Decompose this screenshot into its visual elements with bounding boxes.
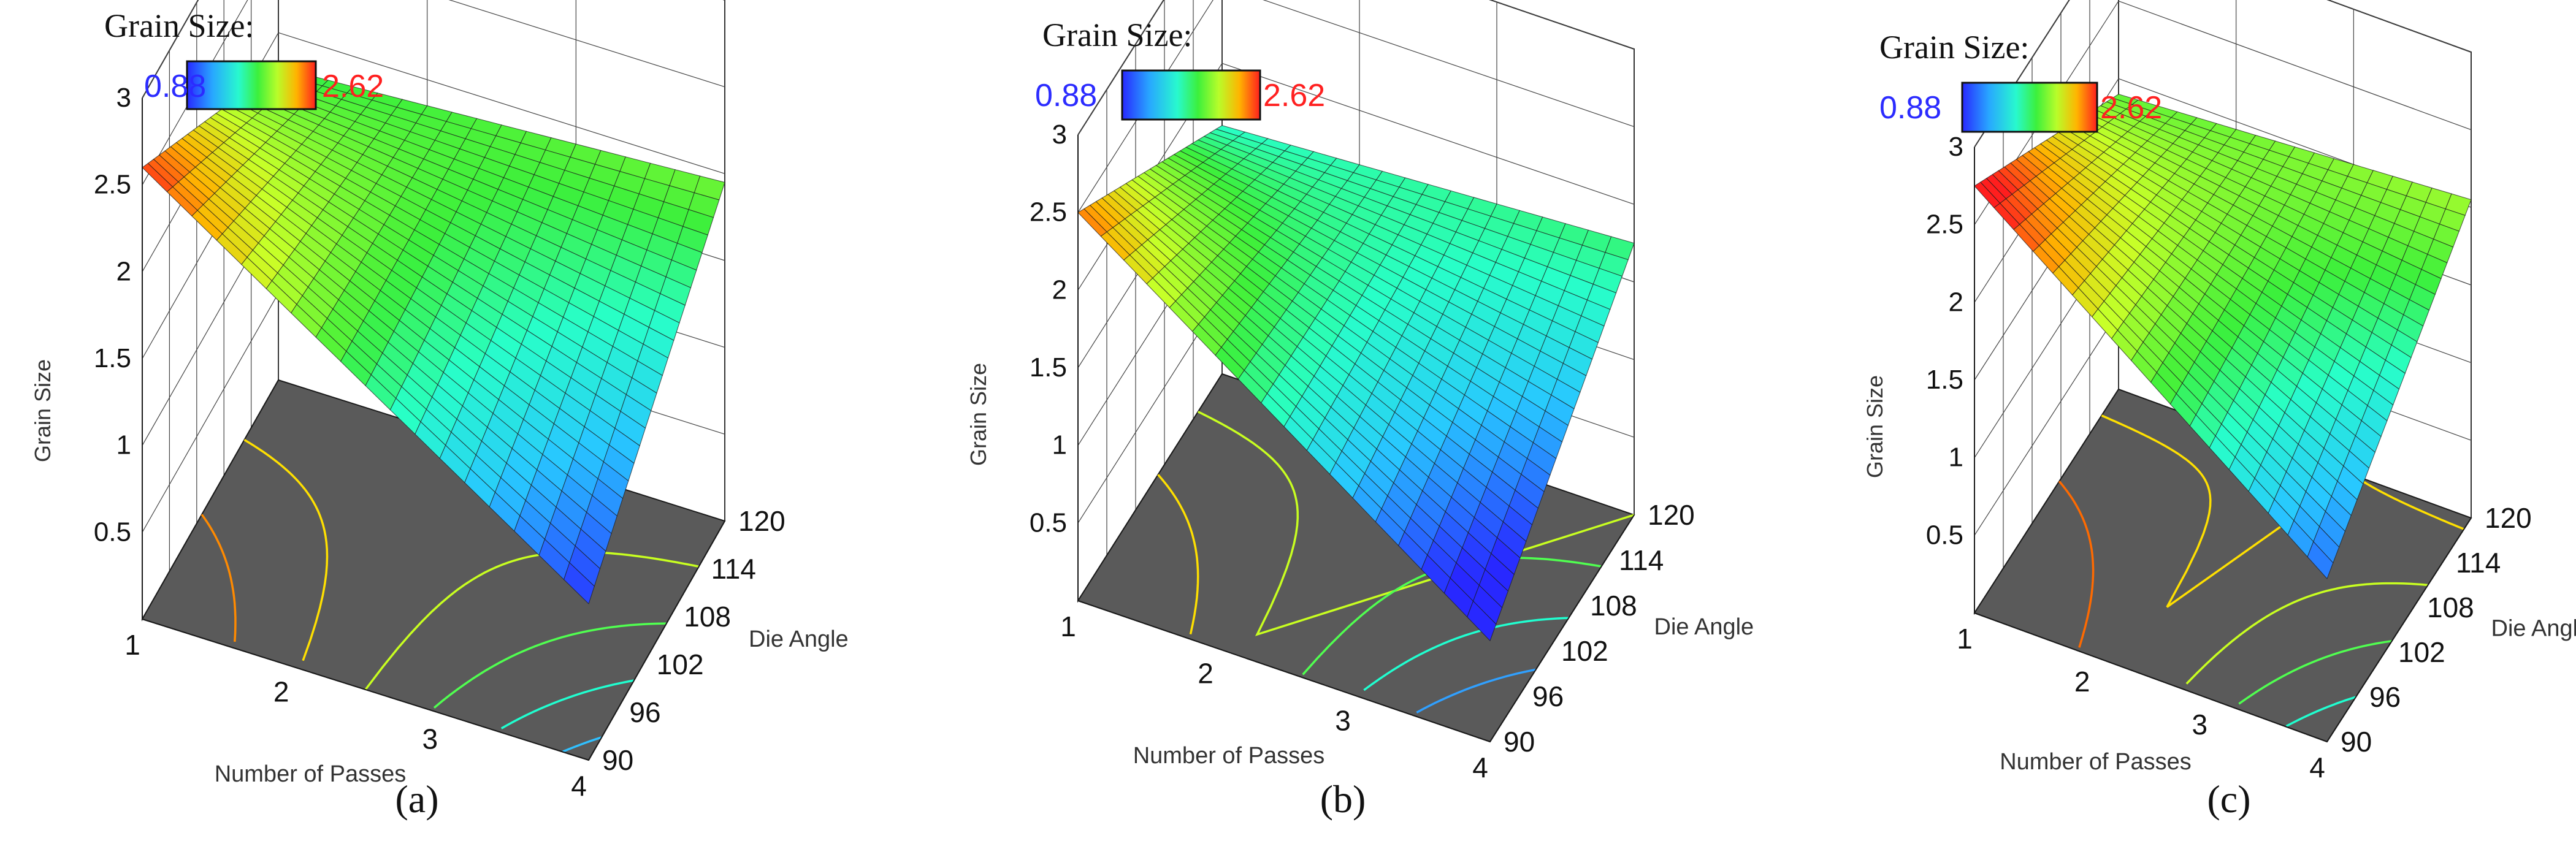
y-tick-label: 120 (738, 505, 785, 537)
y-tick-label: 108 (1590, 590, 1637, 622)
x-tick-label: 1 (124, 629, 140, 661)
z-tick-label: 1 (1949, 443, 1963, 473)
legend: Grain Size: 0.88 2.62 (104, 7, 384, 109)
panel-caption: (b) (1320, 777, 1366, 821)
z-tick-label: 1.5 (94, 343, 131, 373)
y-tick-label: 120 (1648, 499, 1695, 531)
y-tick-label: 108 (684, 601, 731, 633)
legend-color-bar (187, 61, 316, 109)
x-tick-label: 3 (2192, 709, 2208, 740)
z-tick-label: 3 (117, 83, 131, 113)
y-tick-label: 90 (602, 744, 633, 776)
z-tick-label: 1 (1052, 430, 1067, 460)
y-axis-label: Die Angle (749, 626, 849, 652)
z-tick-label: 2 (1949, 287, 1963, 317)
z-tick-label: 0.5 (1030, 508, 1067, 538)
z-axis-label: Grain Size (1862, 375, 1887, 478)
x-tick-label: 3 (1335, 704, 1351, 736)
z-tick-label: 3 (1949, 132, 1963, 162)
legend-min-value: 0.88 (1879, 90, 1941, 126)
x-axis-label: Number of Passes (2000, 749, 2192, 775)
panel-caption: (a) (395, 777, 438, 821)
legend-max-value: 2.62 (1263, 78, 1325, 113)
y-tick-label: 96 (629, 696, 660, 728)
legend-max-value: 2.62 (322, 69, 384, 104)
x-tick-label: 2 (1198, 658, 1213, 690)
z-tick-label: 1 (117, 430, 131, 460)
y-tick-label: 102 (657, 649, 704, 680)
y-tick-label: 96 (1532, 680, 1564, 712)
y-tick-label: 108 (2427, 592, 2474, 623)
y-axis-label: Die Angle (2491, 616, 2576, 642)
x-tick-label: 2 (2074, 666, 2090, 698)
y-tick-label: 102 (1561, 635, 1608, 667)
y-tick-label: 90 (2341, 726, 2372, 758)
x-axis-label: Number of Passes (1133, 743, 1325, 769)
z-tick-label: 2 (1052, 275, 1067, 305)
z-tick-label: 2.5 (1926, 210, 1963, 240)
panel-a: 0.5 1 1.5 2 2.5 3 1 2 3 4 90 96 102 108 114 120 Number o… (30, 0, 849, 821)
y-tick-label: 114 (1619, 544, 1664, 576)
z-tick-label: 1.5 (1926, 365, 1963, 395)
legend-min-value: 0.88 (144, 69, 206, 104)
x-tick-label: 2 (273, 676, 289, 708)
grid-z-back (1222, 0, 1634, 49)
legend: Grain Size: 0.88 2.62 (1035, 17, 1325, 120)
y-tick-label: 120 (2485, 502, 2532, 534)
x-tick-label: 1 (1060, 611, 1076, 642)
panel-b: 0.5 1 1.5 2 2.5 3 1 2 3 4 90 96 102 108 114 120 Number o… (966, 0, 1754, 821)
x-axis-label: Number of Passes (215, 761, 407, 787)
z-tick-label: 3 (1052, 120, 1067, 150)
x-tick-label: 3 (422, 723, 438, 755)
legend-title: Grain Size: (104, 7, 254, 44)
x-tick-label: 4 (1472, 752, 1488, 783)
y-tick-label: 96 (2369, 681, 2401, 713)
legend-min-value: 0.88 (1035, 78, 1097, 113)
z-tick-label: 0.5 (1926, 520, 1963, 550)
legend: Grain Size: 0.88 2.62 (1879, 29, 2162, 132)
z-tick-label: 2 (117, 256, 131, 286)
y-tick-label: 90 (1504, 726, 1535, 758)
x-tick-label: 1 (1957, 623, 1973, 655)
y-tick-label: 102 (2398, 636, 2445, 668)
z-tick-label: 1.5 (1030, 352, 1067, 382)
legend-title: Grain Size: (1879, 29, 2029, 66)
z-axis-label: Grain Size (966, 363, 991, 466)
legend-title: Grain Size: (1042, 17, 1192, 53)
x-tick-label: 4 (2309, 752, 2325, 783)
panel-c: 0.5 1 1.5 2 2.5 3 1 2 3 4 90 96 102 108 114 120 Number o… (1862, 0, 2576, 821)
panel-caption: (c) (2207, 777, 2250, 821)
z-tick-label: 2.5 (94, 170, 131, 200)
z-tick-label: 2.5 (1030, 197, 1067, 227)
legend-color-bar (1122, 70, 1260, 120)
y-axis-label: Die Angle (1654, 614, 1754, 640)
legend-max-value: 2.62 (2100, 90, 2162, 126)
y-tick-label: 114 (2456, 547, 2501, 579)
legend-color-bar (1962, 83, 2097, 132)
z-tick-label: 0.5 (94, 517, 131, 547)
grid-z-back (2119, 0, 2471, 52)
z-axis-label: Grain Size (30, 359, 55, 462)
y-tick-label: 114 (711, 553, 756, 585)
x-tick-label: 4 (571, 770, 587, 802)
